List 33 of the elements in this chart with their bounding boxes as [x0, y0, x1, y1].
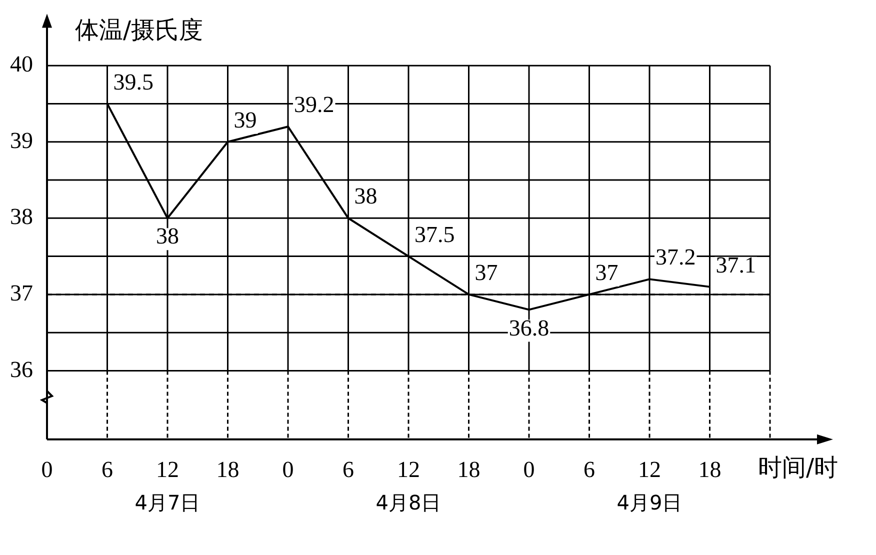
x-tick-label: 0	[41, 457, 53, 482]
x-tick-label: 12	[638, 457, 661, 482]
x-tick-label: 18	[698, 457, 722, 482]
x-tick-label: 18	[216, 457, 240, 482]
x-tick-label: 0	[282, 457, 294, 482]
data-label: 38	[156, 224, 179, 249]
text: 4月9日	[616, 490, 682, 515]
x-tick-label: 6	[342, 457, 354, 482]
x-tick-label: 12	[156, 457, 179, 482]
x-tick-label: 6	[584, 457, 595, 482]
x-axis-title: 时间/时	[758, 454, 838, 482]
data-label: 36.8	[508, 315, 550, 340]
x-tick-label: 12	[397, 457, 420, 482]
y-tick-label: 39	[10, 128, 33, 153]
x-tick-label: 0	[523, 457, 535, 482]
x-tick-label: 18	[457, 457, 480, 482]
data-label: 39.5	[113, 69, 154, 94]
text: 4月7日	[134, 490, 200, 515]
data-label: 38	[354, 184, 378, 209]
data-label: 37	[595, 260, 618, 285]
text: 4月8日	[376, 490, 442, 515]
y-tick-label: 37	[10, 280, 33, 306]
x-tick-label: 6	[102, 457, 113, 482]
y-tick-label: 38	[10, 204, 33, 230]
y-axis-title: 体温/摄氏度	[75, 16, 204, 44]
data-label: 39.2	[294, 92, 334, 118]
data-label: 39	[234, 107, 257, 132]
data-label: 37.2	[656, 244, 696, 270]
y-tick-label: 36	[10, 356, 33, 382]
data-label: 37.1	[716, 252, 756, 278]
data-label: 37	[474, 260, 498, 285]
y-tick-label: 40	[10, 52, 33, 77]
data-label: 37.5	[414, 222, 455, 247]
